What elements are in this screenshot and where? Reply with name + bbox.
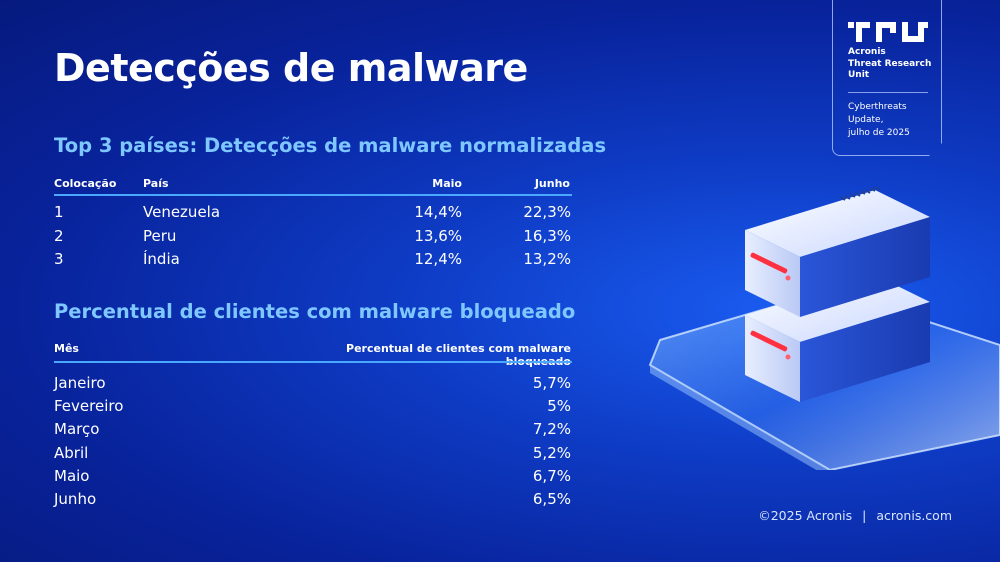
table2-title: Percentual de clientes com malware bloqu… xyxy=(54,300,576,323)
table2-header-month: Mês xyxy=(54,342,79,355)
badge-note-line: Cyberthreats xyxy=(848,102,907,112)
table1-rank: 3 xyxy=(54,250,64,268)
server-unit-upper xyxy=(745,186,930,317)
table1-june-value: 22,3% xyxy=(523,203,571,221)
table2-header-rule xyxy=(54,361,572,363)
table1-country: Venezuela xyxy=(143,203,221,221)
server-illustration xyxy=(648,186,1000,470)
badge-org-line: Acronis xyxy=(848,47,886,57)
table1-country: Peru xyxy=(143,227,177,245)
footer-site-link[interactable]: acronis.com xyxy=(876,508,952,523)
table1-june-value: 16,3% xyxy=(523,227,571,245)
table1-header-rank: Colocação xyxy=(54,177,117,190)
table1-header-country: País xyxy=(143,177,169,190)
table2-pct-value: 5,2% xyxy=(532,444,571,462)
table2-month: Abril xyxy=(54,444,89,462)
table1-may-value: 13,6% xyxy=(414,227,462,245)
badge-org-name: Acronis Threat Research Unit xyxy=(848,47,938,82)
table1-rank: 1 xyxy=(54,203,64,221)
table2-header-pct: Percentual de clientes com malware bloqu… xyxy=(346,342,571,368)
table1-header-rule xyxy=(54,194,572,196)
table2-month: Maio xyxy=(54,467,90,485)
footer-separator: | xyxy=(862,508,867,523)
badge-corner-edge xyxy=(930,149,943,162)
badge-report-note: Cyberthreats Update, julho de 2025 xyxy=(848,101,938,140)
tru-badge: Acronis Threat Research Unit Cyberthreat… xyxy=(832,0,942,156)
badge-org-line: Unit xyxy=(848,70,870,80)
table1-header-june: Junho xyxy=(534,177,570,190)
table1-title: Top 3 países: Detecções de malware norma… xyxy=(54,134,607,157)
table1-country: Índia xyxy=(143,250,180,268)
server-unit-lower xyxy=(745,275,930,402)
table2-month: Janeiro xyxy=(54,374,106,392)
table2-month: Março xyxy=(54,420,100,438)
footer: ©2025 Acronis | acronis.com xyxy=(758,508,952,523)
badge-divider xyxy=(848,92,928,93)
table2-pct-value: 5% xyxy=(547,397,571,415)
badge-note-line: Update, xyxy=(848,115,884,125)
table2-pct-value: 6,7% xyxy=(532,467,571,485)
table2-month: Fevereiro xyxy=(54,397,124,415)
table1-may-value: 12,4% xyxy=(414,250,462,268)
tru-logo xyxy=(848,22,928,42)
table2-month: Junho xyxy=(54,490,97,508)
table2-pct-value: 7,2% xyxy=(532,420,571,438)
badge-note-line: julho de 2025 xyxy=(848,128,910,138)
table1-may-value: 14,4% xyxy=(414,203,462,221)
table1-june-value: 13,2% xyxy=(523,250,571,268)
table2-pct-value: 6,5% xyxy=(532,490,571,508)
page-title: Detecções de malware xyxy=(54,46,528,90)
badge-org-line: Threat Research xyxy=(848,58,932,69)
table1-rank: 2 xyxy=(54,227,64,245)
footer-copyright: ©2025 Acronis xyxy=(758,508,853,523)
table2-pct-value: 5,7% xyxy=(532,374,571,392)
table1-header-may: Maio xyxy=(432,177,462,190)
